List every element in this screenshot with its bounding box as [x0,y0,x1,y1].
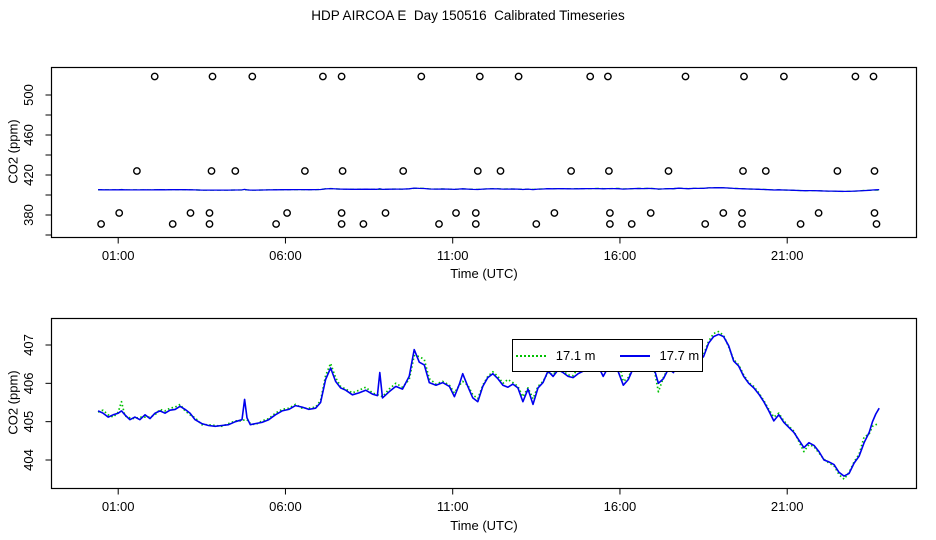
top-panel-y-axis: 380 420 460 500 [21,84,52,236]
legend-label-17-7m: 17.7 m [659,348,700,363]
legend-line-sample-17-1m [515,354,546,357]
top-panel-x-axis: 01:00 06:00 11:00 16:00 21:00 [102,237,804,263]
chart-title: HDP AIRCOA E Day 150516 Calibrated Times… [311,8,625,23]
svg-text:21:00: 21:00 [771,248,804,263]
bottom-x-axis-label: Time (UTC) [450,518,518,533]
svg-text:06:00: 06:00 [269,248,302,263]
bottom-line-17-7m [97,333,880,477]
svg-text:420: 420 [21,164,36,186]
svg-text:11:00: 11:00 [437,499,469,514]
svg-text:16:00: 16:00 [604,248,637,263]
svg-text:460: 460 [21,124,36,146]
top-panel-frame [50,66,918,239]
svg-text:06:00: 06:00 [269,499,302,514]
svg-text:406: 406 [21,372,36,394]
svg-text:380: 380 [21,204,36,226]
svg-text:404: 404 [21,449,36,471]
circles-reference-gas-low2 [97,220,881,228]
svg-text:21:00: 21:00 [771,499,804,514]
svg-text:01:00: 01:00 [102,499,135,514]
legend-label-17-1m: 17.1 m [555,348,596,363]
bottom-panel-frame [50,317,918,490]
legend-line-sample-17-7m [619,354,650,357]
circles-reference-gas-high [150,72,878,81]
svg-text:11:00: 11:00 [437,248,469,263]
bottom-y-axis-label: CO2 (ppm) [5,370,21,435]
top-x-axis-label: Time (UTC) [450,266,518,281]
circles-reference-gas-mid [132,167,879,175]
circles-reference-gas-low1 [115,209,879,217]
svg-text:01:00: 01:00 [102,248,135,263]
legend: 17.1 m 17.7 m [512,339,703,372]
svg-text:405: 405 [21,411,36,433]
top-y-axis-label: CO2 (ppm) [5,119,21,184]
bottom-line-17-1m [97,330,880,481]
svg-text:407: 407 [21,334,36,356]
bottom-panel-x-axis: 01:00 06:00 11:00 16:00 21:00 [102,488,804,514]
top-ambient-line-17-7m [98,187,880,193]
bottom-panel-y-axis: 404 405 406 407 [21,334,52,471]
svg-text:16:00: 16:00 [604,499,637,514]
svg-text:500: 500 [21,84,36,106]
